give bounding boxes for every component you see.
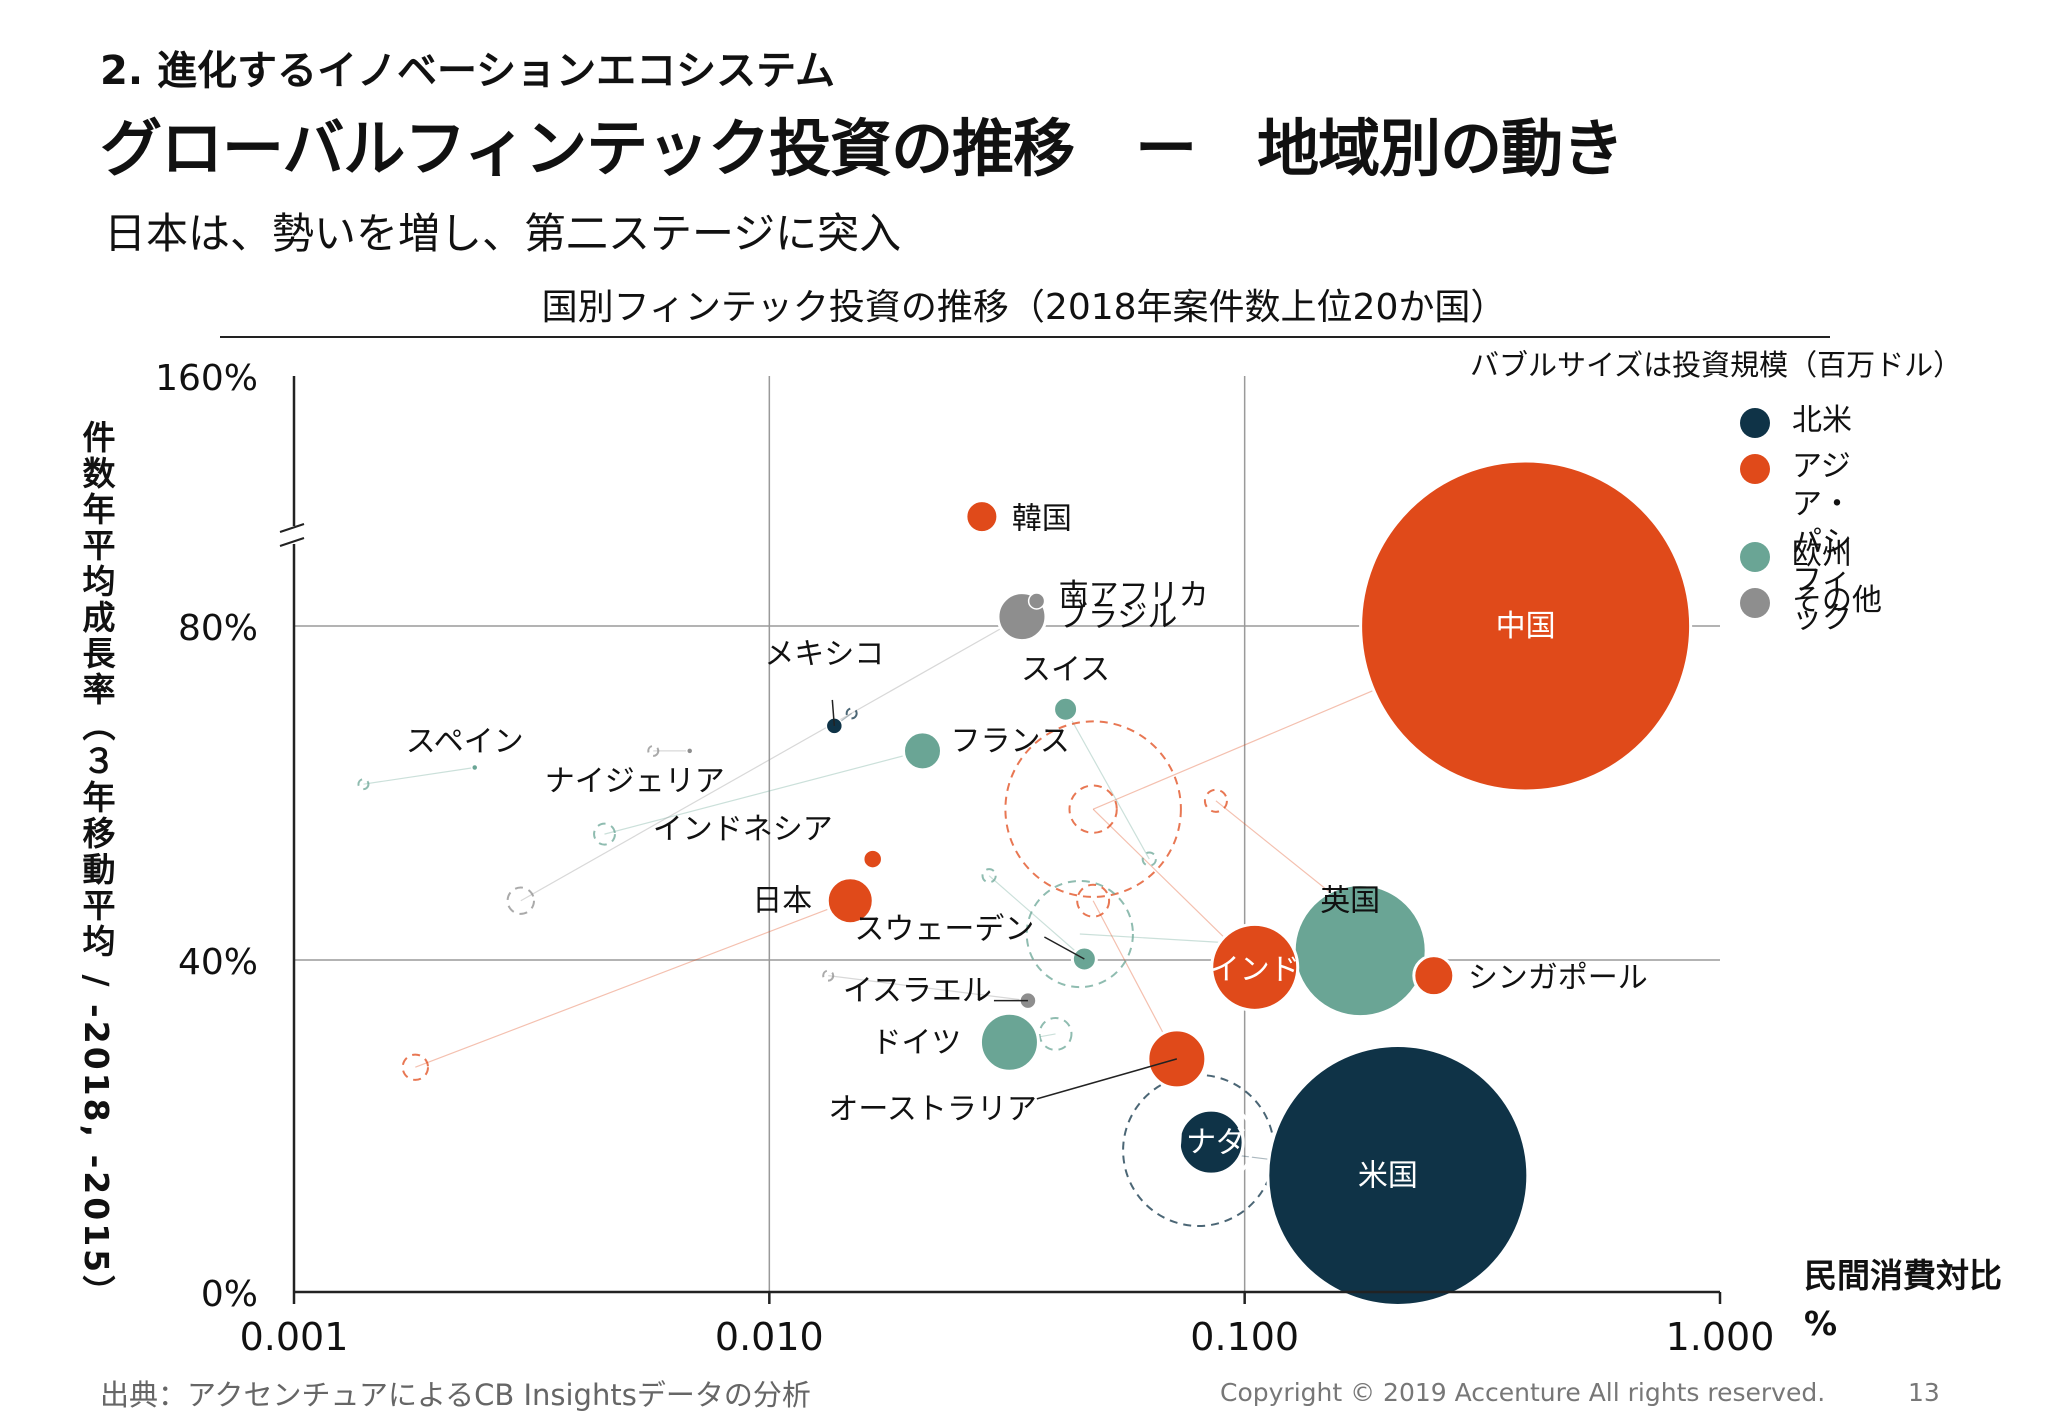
axis-break-mark [279,523,305,533]
previous-bubble [506,886,535,915]
chart-title: 国別フィンテック投資の推移（2018年案件数上位20か国） [541,287,1507,328]
previous-bubble [357,778,370,791]
trajectory-line [988,875,1085,960]
axis-break-mark [279,537,305,547]
legend-dot-north-america [1740,408,1770,438]
canada-ring [1167,1098,1255,1186]
label-中国: 中国 [1496,609,1556,644]
bubble-スイス [1052,695,1080,723]
label-ドイツ: ドイツ [871,1025,961,1060]
previous-bubble [981,868,997,884]
previous-bubble [1141,851,1157,867]
bubble-フランス [901,730,943,772]
label-ブラジル: ブラジル [1058,600,1177,635]
previous-bubble [845,707,858,720]
legend-dot-europe [1740,542,1770,572]
bubble-インド [1210,922,1300,1012]
bubble-南アフリカ [1027,592,1046,610]
previous-bubble [1068,784,1118,834]
label-オーストラリア: オーストラリア [828,1092,1037,1127]
label-韓国: 韓国 [1012,502,1072,537]
legend-label-asia-pacific: アジア・ パシフィック [1792,449,1852,636]
x-tick-label: 0.010 [715,1315,824,1359]
previous-bubble [1038,1016,1073,1051]
y-axis-label: 件数年平均成長率（３年移動平均 / -2018, -2015） [77,420,116,1312]
label-英国: 英国 [1320,884,1380,919]
bubble-シンガポール [1412,954,1456,998]
label-カナダ: カナダ [1156,1125,1246,1160]
previous-bubble [1004,720,1182,898]
x-tick-label: 0.001 [240,1315,349,1359]
bubble-韓国 [964,499,1000,535]
trajectory-line [828,975,1029,1002]
bubble-layer [470,459,1693,1307]
bubble-size-note: バブルサイズは投資規模（百万ドル） [1470,348,1963,382]
previous-bubble [401,1053,429,1081]
previous-bubble [1203,788,1228,813]
legend-dot-other [1740,588,1770,618]
bubble-中国 [1359,459,1693,793]
page-title: グローバルフィンテック投資の推移 ー 地域別の動き [100,112,1624,185]
bubble-日本 [825,876,875,926]
page-subtitle: 日本は、勢いを増し、第二ステージに突入 [104,209,902,258]
label-インドネシア: インドネシア [653,812,833,847]
label-フランス: フランス [950,724,1069,759]
y-tick-label: 160% [155,358,258,399]
source-note: 出典：アクセンチュアによるCB Insightsデータの分析 [100,1378,811,1412]
label-メキシコ: メキシコ [764,637,884,672]
copyright: Copyright © 2019 Accenture All rights re… [1220,1378,1826,1407]
legend-label-north-america: 北米 [1792,403,1852,438]
bubble-米国 [1266,1043,1530,1307]
y-tick-label: 40% [178,942,258,983]
previous-bubble [822,969,835,982]
chart-title-rule [220,336,1830,338]
label-スウェーデン: スウェーデン [854,912,1034,947]
trajectory-line [415,900,851,1068]
label-シンガポール: シンガポール [1468,961,1648,996]
leader-line [1044,936,1085,960]
bubble-スペイン [470,763,479,772]
legend-label-other: その他 [1792,583,1882,618]
bubble-ナイジェリア [685,747,694,755]
leader-line [1036,1058,1178,1100]
section-heading: 2. 進化するイノベーションエコシステム [100,48,835,94]
label-ナイジェリア: ナイジェリア [545,764,725,799]
label-スペイン: スペイン [406,725,524,760]
trajectory-line [520,616,1023,902]
y-tick-label: 0% [201,1274,258,1315]
label-日本: 日本 [752,884,812,919]
x-axis-label: 民間消費対比 % [1804,1256,2002,1343]
previous-bubble [593,822,616,846]
x-tick-label: 1.000 [1666,1315,1775,1359]
bubble-カナダ [1177,1108,1245,1176]
previous-position-layer [357,707,1276,1227]
label-イスラエル: イスラエル [843,974,992,1009]
trajectory-line [1065,708,1150,860]
axis-layer: 0.001 0.010 0.100 1.000 0% 40% 80% 160% [155,358,1774,1359]
previous-bubble [1025,879,1134,989]
bubble-インドネシア [862,849,883,869]
label-南アフリカ: 南アフリカ [1059,578,1209,613]
leader-line [831,699,836,726]
legend-dot-asia-pacific [1740,454,1770,484]
trajectory-line [363,766,475,785]
label-スイス: スイス [1021,652,1110,687]
x-tick-label: 0.100 [1190,1315,1299,1359]
label-米国: 米国 [1358,1158,1418,1193]
bubble-ドイツ [978,1011,1040,1073]
label-インド: インド [1210,952,1300,987]
y-tick-label: 80% [178,608,258,649]
previous-bubble [647,744,660,757]
legend-label-europe: 欧州 [1792,537,1852,572]
trajectory-line [604,750,923,835]
page-number: 13 [1908,1378,1940,1407]
previous-bubble [1076,883,1111,918]
